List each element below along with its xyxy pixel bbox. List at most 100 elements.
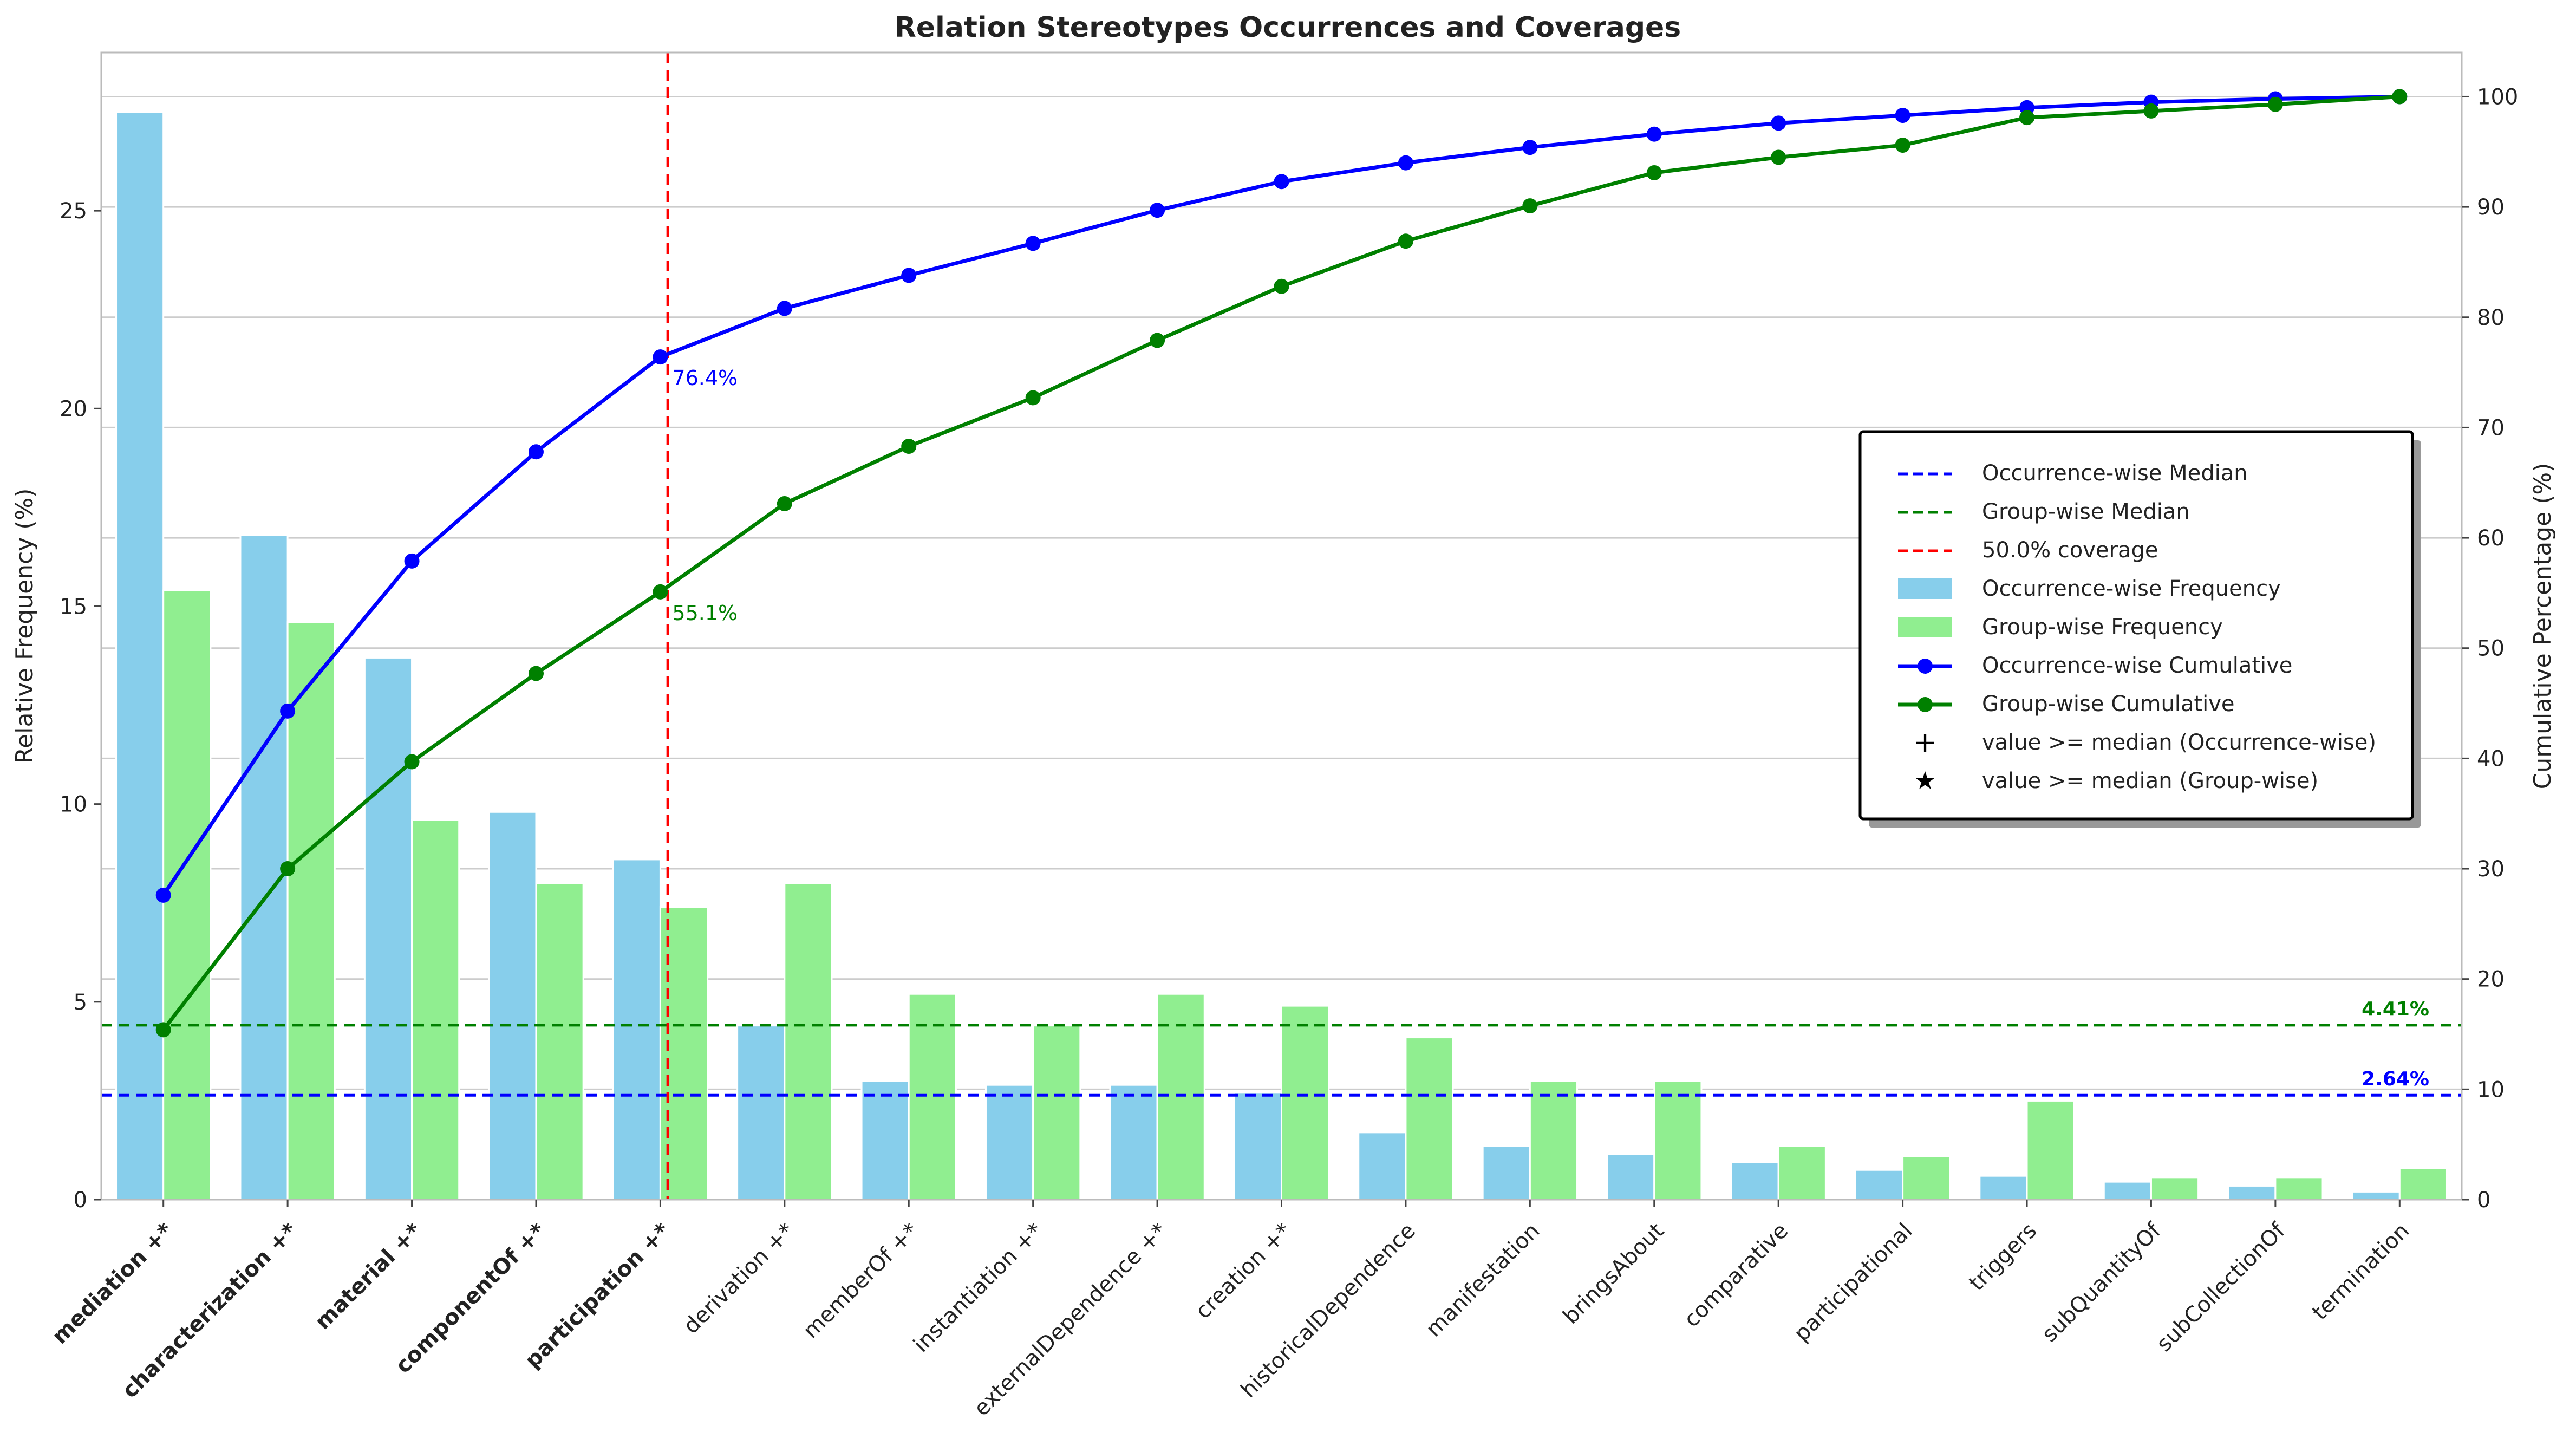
cumulative-point: [1646, 126, 1662, 142]
bar-group: [2026, 1099, 2075, 1201]
y-tick-label-right: 70: [2477, 415, 2505, 440]
bar-occurrence: [1358, 1131, 1407, 1201]
bar-occurrence: [612, 858, 661, 1201]
x-tick-label: subQuantityOf: [2037, 1218, 2166, 1347]
reference-lines: 2.64% 4.41%: [101, 53, 2462, 1200]
y-axis-label-left: Relative Frequency (%): [11, 489, 38, 764]
median-label: 4.41%: [2362, 998, 2429, 1020]
cumulative-point: [653, 584, 668, 600]
cumulative-point: [404, 754, 420, 770]
bar-group: [1281, 1005, 1330, 1201]
y-tick-label-right: 80: [2477, 305, 2505, 330]
cumulative-point: [528, 444, 544, 460]
y-tick-label-right: 30: [2477, 857, 2505, 882]
bar-occurrence: [736, 1025, 786, 1201]
cumulative-point: [1274, 174, 1289, 190]
bar-occurrence: [984, 1084, 1034, 1201]
y-tick-label-right: 40: [2477, 746, 2505, 771]
bar-group: [2398, 1167, 2448, 1201]
x-tick-label: material +*: [310, 1218, 427, 1334]
cumulative-point: [901, 439, 917, 454]
bar-group: [908, 993, 957, 1201]
legend-label: Group-wise Median: [1982, 499, 2190, 524]
y-tick-label-left: 25: [60, 199, 87, 224]
cumulative-point: [155, 887, 171, 903]
cumulative-point: [1771, 115, 1786, 131]
legend-handle-marker: [1918, 697, 1933, 712]
bar-group: [1777, 1145, 1827, 1201]
bar-group: [1405, 1037, 1454, 1201]
cumulative-point: [1025, 390, 1041, 406]
bar-occurrence: [115, 111, 165, 1201]
chart-title: Relation Stereotypes Occurrences and Cov…: [895, 11, 1681, 44]
cumulative-point: [155, 1022, 171, 1038]
legend-label: Occurrence-wise Frequency: [1982, 576, 2281, 601]
bar-group: [1902, 1155, 1951, 1201]
median-label: 2.64%: [2362, 1068, 2429, 1090]
cumulative-point: [280, 703, 296, 719]
bar-occurrence: [2351, 1190, 2401, 1201]
cumulative-point: [1025, 236, 1041, 251]
bar-occurrence: [1482, 1145, 1531, 1201]
bar-occurrence: [1730, 1161, 1779, 1201]
cumulative-point: [1150, 333, 1165, 348]
cumulative-point: [1895, 138, 1910, 153]
cumulative-point: [1522, 140, 1538, 155]
legend-box: [1858, 430, 2414, 821]
y-tick-label-left: 10: [60, 792, 87, 817]
cumulative-point: [2143, 103, 2159, 119]
bar-group: [1032, 1025, 1081, 1201]
cumulative-point: [1522, 198, 1538, 214]
y-tick-label-left: 5: [74, 990, 87, 1015]
bar-occurrence: [1979, 1175, 2028, 1201]
bar-occurrence: [363, 656, 413, 1201]
coverage-annotation: 76.4%: [672, 366, 738, 390]
bar-group: [2274, 1177, 2324, 1201]
legend-handle: ★: [1914, 766, 1936, 795]
legend-handle-marker: [1918, 659, 1933, 674]
cumulative-point: [901, 268, 917, 283]
cumulative-point: [2392, 89, 2408, 105]
legend-handle: [1898, 617, 1952, 637]
bar-occurrence: [2103, 1181, 2152, 1201]
legend-label: Occurrence-wise Cumulative: [1982, 653, 2292, 678]
cumulative-point: [1274, 278, 1289, 294]
bar-group: [1653, 1080, 1703, 1201]
x-tick-label: termination: [2307, 1219, 2414, 1325]
bar-occurrence: [2227, 1184, 2277, 1201]
x-tick-label: derivation +*: [679, 1219, 799, 1339]
x-tick-label: comparative: [1679, 1219, 1793, 1332]
bar-group: [535, 882, 584, 1201]
x-tick-label: participational: [1789, 1219, 1917, 1346]
y-tick-label-right: 20: [2477, 967, 2505, 992]
y-tick-label-right: 60: [2477, 526, 2505, 551]
bar-group: [784, 882, 833, 1201]
bar-group: [1156, 993, 1205, 1201]
y-tick-label-left: 20: [60, 396, 87, 421]
legend-handle: [1898, 578, 1952, 599]
bar-occurrence: [1606, 1153, 1655, 1201]
y-tick-label-right: 90: [2477, 195, 2505, 220]
cumulative-point: [2267, 96, 2283, 112]
legend-label: Group-wise Frequency: [1982, 615, 2223, 640]
x-tick-label: mediation +*: [47, 1218, 178, 1349]
y-tick-label-left: 0: [74, 1188, 87, 1213]
x-tick-label: creation +*: [1191, 1219, 1296, 1324]
y-tick-label-left: 15: [60, 594, 87, 619]
x-tick-label: manifestation: [1421, 1219, 1545, 1342]
annotations: 76.4% 55.1%: [672, 366, 738, 625]
legend: Occurrence-wise Median Group-wise Median 5…: [1858, 430, 2421, 828]
cumulative-point: [653, 349, 668, 365]
bar-group: [286, 621, 336, 1201]
cumulative-point: [1646, 165, 1662, 180]
x-tick-label: triggers: [1964, 1219, 2042, 1296]
cumulative-point: [777, 496, 792, 511]
cumulative-point: [1771, 149, 1786, 165]
cumulative-point: [280, 861, 296, 877]
cumulative-lines: [155, 89, 2408, 1038]
legend-label: value >= median (Occurrence-wise): [1982, 730, 2376, 755]
cumulative-point: [528, 666, 544, 681]
cumulative-point: [1398, 155, 1413, 171]
